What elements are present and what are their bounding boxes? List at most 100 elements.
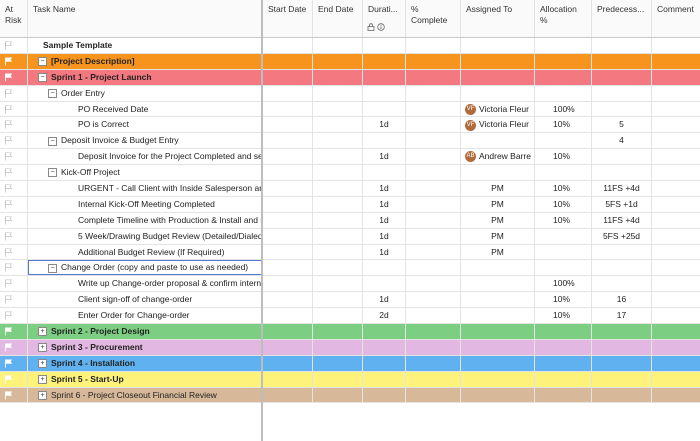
flag-icon[interactable] bbox=[4, 89, 14, 98]
end-cell[interactable] bbox=[313, 117, 363, 133]
allocation-cell[interactable] bbox=[535, 387, 592, 403]
end-cell[interactable] bbox=[313, 244, 363, 260]
flag-icon[interactable] bbox=[4, 248, 14, 257]
pct-cell[interactable] bbox=[406, 69, 461, 85]
start-cell[interactable] bbox=[263, 69, 313, 85]
pct-cell[interactable] bbox=[406, 85, 461, 101]
task-name-cell[interactable]: Enter Order for Change-order bbox=[28, 308, 262, 323]
assigned-to-cell[interactable]: PM bbox=[461, 212, 535, 228]
start-cell[interactable] bbox=[263, 149, 313, 165]
task-name-cell[interactable]: + Sprint 4 - Installation bbox=[28, 356, 262, 371]
task-name-cell[interactable]: Write up Change-order proposal & confirm… bbox=[28, 276, 262, 291]
end-cell[interactable] bbox=[313, 85, 363, 101]
table-row[interactable]: + Sprint 6 - Project Closeout Financial R… bbox=[0, 387, 700, 404]
flag-icon[interactable] bbox=[4, 184, 14, 193]
assigned-to-cell[interactable]: PM bbox=[461, 181, 535, 196]
end-cell[interactable] bbox=[313, 355, 363, 371]
start-cell[interactable] bbox=[263, 133, 313, 149]
flag-icon[interactable] bbox=[4, 168, 14, 177]
assigned-to-cell[interactable] bbox=[461, 308, 535, 324]
table-row[interactable]: PO is Correct 1d VF Victoria Fleur 10% 5 bbox=[0, 117, 700, 134]
comments-cell[interactable] bbox=[652, 149, 700, 164]
assigned-to-cell[interactable] bbox=[461, 53, 535, 69]
start-cell[interactable] bbox=[263, 292, 313, 308]
pct-cell[interactable] bbox=[406, 117, 461, 133]
at-risk-cell[interactable] bbox=[0, 117, 28, 133]
end-cell[interactable] bbox=[313, 339, 363, 355]
duration-cell[interactable]: 1d bbox=[363, 292, 406, 308]
comments-cell[interactable] bbox=[652, 54, 700, 69]
predecessors-cell[interactable] bbox=[592, 85, 652, 101]
comments-cell[interactable] bbox=[652, 102, 700, 117]
at-risk-cell[interactable] bbox=[0, 276, 28, 292]
allocation-cell[interactable] bbox=[535, 244, 592, 260]
start-cell[interactable] bbox=[263, 117, 313, 133]
at-risk-cell[interactable] bbox=[0, 38, 28, 53]
pct-cell[interactable] bbox=[406, 165, 461, 181]
predecessors-cell[interactable]: 16 bbox=[592, 292, 652, 308]
pct-cell[interactable] bbox=[406, 244, 461, 260]
duration-cell[interactable]: 2d bbox=[363, 308, 406, 324]
flag-icon[interactable] bbox=[4, 327, 14, 336]
predecessors-cell[interactable] bbox=[592, 149, 652, 165]
predecessors-cell[interactable] bbox=[592, 244, 652, 260]
allocation-cell[interactable]: 100% bbox=[535, 101, 592, 117]
duration-cell[interactable]: 1d bbox=[363, 181, 406, 196]
comments-cell[interactable] bbox=[652, 388, 700, 403]
flag-icon[interactable] bbox=[4, 359, 14, 368]
start-cell[interactable] bbox=[263, 276, 313, 292]
flag-icon[interactable] bbox=[4, 295, 14, 304]
end-cell[interactable] bbox=[313, 308, 363, 324]
flag-icon[interactable] bbox=[4, 216, 14, 225]
comments-cell[interactable] bbox=[652, 213, 700, 228]
header-assigned-to[interactable]: Assigned To bbox=[461, 0, 535, 37]
allocation-cell[interactable] bbox=[535, 371, 592, 387]
duration-cell[interactable]: 1d bbox=[363, 244, 406, 260]
table-row[interactable]: URGENT - Call Client with Inside Salespe… bbox=[0, 181, 700, 197]
duration-cell[interactable] bbox=[363, 355, 406, 371]
at-risk-cell[interactable] bbox=[0, 292, 28, 308]
table-row[interactable]: + Sprint 3 - Procurement bbox=[0, 339, 700, 356]
start-cell[interactable] bbox=[263, 38, 313, 53]
header-task-name[interactable]: Task Name bbox=[28, 0, 262, 37]
allocation-cell[interactable]: 10% bbox=[535, 149, 592, 165]
duration-cell[interactable]: 1d bbox=[363, 212, 406, 228]
allocation-cell[interactable] bbox=[535, 69, 592, 85]
duration-cell[interactable] bbox=[363, 387, 406, 403]
comments-cell[interactable] bbox=[652, 308, 700, 323]
flag-icon[interactable] bbox=[4, 152, 14, 161]
collapse-icon[interactable]: − bbox=[48, 136, 57, 146]
predecessors-cell[interactable] bbox=[592, 101, 652, 117]
duration-cell[interactable] bbox=[363, 69, 406, 85]
assigned-to-cell[interactable] bbox=[461, 133, 535, 149]
at-risk-cell[interactable] bbox=[0, 53, 28, 69]
start-cell[interactable] bbox=[263, 181, 313, 196]
end-cell[interactable] bbox=[313, 181, 363, 196]
table-row[interactable]: + Sprint 5 - Start-Up bbox=[0, 371, 700, 388]
predecessors-cell[interactable]: 4 bbox=[592, 133, 652, 149]
pct-cell[interactable] bbox=[406, 308, 461, 324]
end-cell[interactable] bbox=[313, 165, 363, 181]
comments-cell[interactable] bbox=[652, 356, 700, 371]
header-start-date[interactable]: Start Date bbox=[263, 0, 313, 37]
flag-icon[interactable] bbox=[4, 343, 14, 352]
task-name-cell[interactable]: Complete Timeline with Production & Inst… bbox=[28, 213, 262, 228]
flag-icon[interactable] bbox=[4, 120, 14, 129]
task-name-cell[interactable]: − Kick-Off Project bbox=[28, 165, 262, 180]
table-row[interactable]: Write up Change-order proposal & confirm… bbox=[0, 276, 700, 293]
predecessors-cell[interactable] bbox=[592, 324, 652, 339]
assigned-to-cell[interactable] bbox=[461, 371, 535, 387]
pct-cell[interactable] bbox=[406, 38, 461, 53]
predecessors-cell[interactable]: 5FS +1d bbox=[592, 196, 652, 212]
start-cell[interactable] bbox=[263, 355, 313, 371]
assigned-to-cell[interactable] bbox=[461, 85, 535, 101]
at-risk-cell[interactable] bbox=[0, 260, 28, 276]
pct-cell[interactable] bbox=[406, 355, 461, 371]
table-row[interactable]: Deposit Invoice for the Project Complete… bbox=[0, 149, 700, 166]
table-row[interactable]: + Sprint 4 - Installation bbox=[0, 355, 700, 372]
allocation-cell[interactable]: 100% bbox=[535, 276, 592, 292]
at-risk-cell[interactable] bbox=[0, 149, 28, 165]
comments-cell[interactable] bbox=[652, 181, 700, 196]
allocation-cell[interactable]: 10% bbox=[535, 181, 592, 196]
task-name-cell[interactable]: Deposit Invoice for the Project Complete… bbox=[28, 149, 262, 164]
